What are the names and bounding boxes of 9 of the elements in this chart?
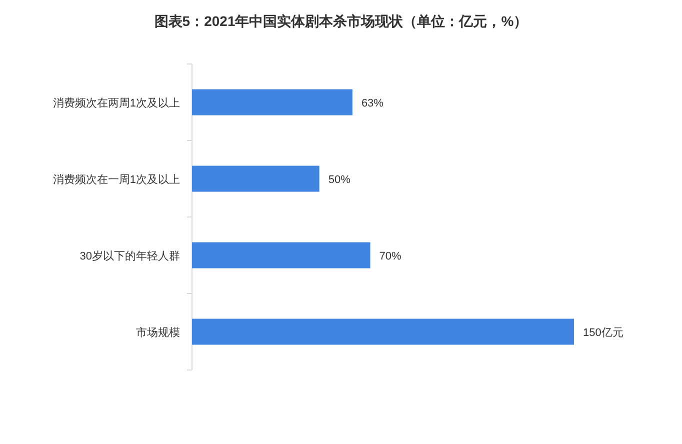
data-label: 70% — [379, 250, 402, 262]
data-label: 50% — [328, 174, 351, 186]
y-tick-label: 消费频次在一周1次及以上 — [52, 172, 180, 186]
data-label: 63% — [361, 97, 384, 110]
y-tick-label: 消费频次在两周1次及以上 — [52, 96, 180, 110]
y-tick-label: 30岁以下的年轻人群 — [80, 249, 180, 262]
chart-title: 图表5：2021年中国实体剧本杀市场现状（单位：亿元，%） — [154, 13, 528, 29]
y-tick-label: 市场规模 — [136, 326, 180, 339]
data-label: 150亿元 — [583, 326, 624, 339]
